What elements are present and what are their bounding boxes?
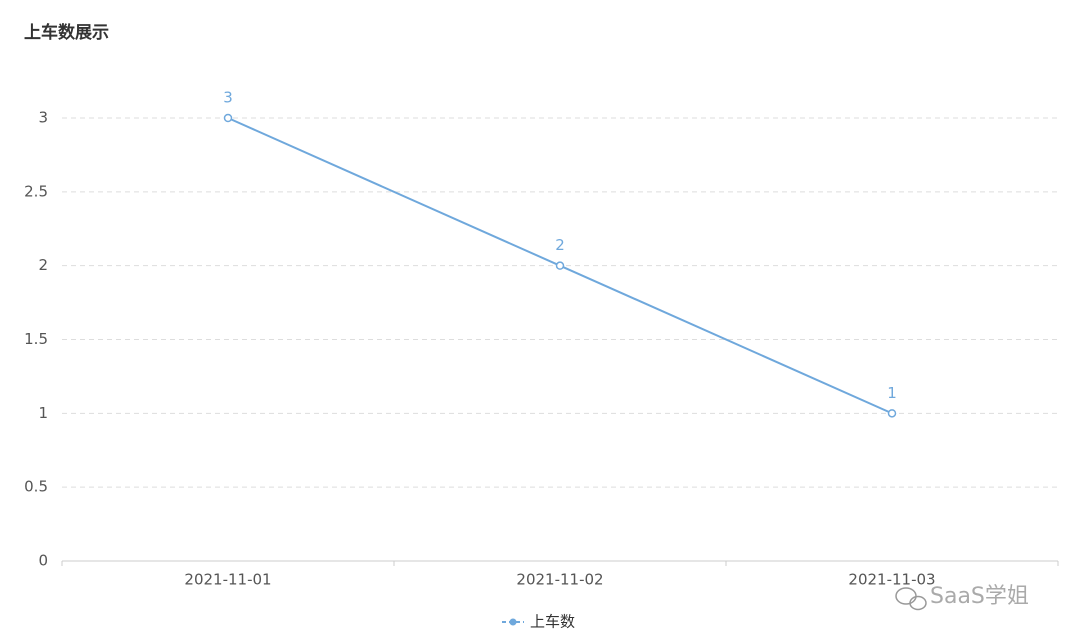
y-tick-label: 0 xyxy=(38,552,48,570)
x-tick-label: 2021-11-02 xyxy=(516,571,603,589)
watermark-icon xyxy=(895,587,927,611)
point xyxy=(223,113,233,123)
x-tick-label: 2021-11-01 xyxy=(184,571,271,589)
legend-dot xyxy=(509,618,517,626)
y-tick-label: 3 xyxy=(38,109,48,127)
y-tick-label: 1 xyxy=(38,404,48,422)
y-tick-label: 1.5 xyxy=(24,330,48,348)
point xyxy=(887,409,897,418)
watermark: SaaS学姐 xyxy=(930,584,1029,609)
data-label: 1 xyxy=(887,384,897,402)
y-tick-label: 2 xyxy=(38,256,48,274)
y-tick-label: 2.5 xyxy=(24,182,48,200)
x-tick-label: 2021-11-03 xyxy=(848,571,935,589)
point xyxy=(555,261,565,270)
y-tick-label: 0.5 xyxy=(24,478,48,496)
chart-title: 上车数展示 xyxy=(24,22,109,43)
data-label: 3 xyxy=(223,89,233,107)
data-label: 2 xyxy=(555,236,565,254)
legend-label: 上车数 xyxy=(530,613,575,631)
